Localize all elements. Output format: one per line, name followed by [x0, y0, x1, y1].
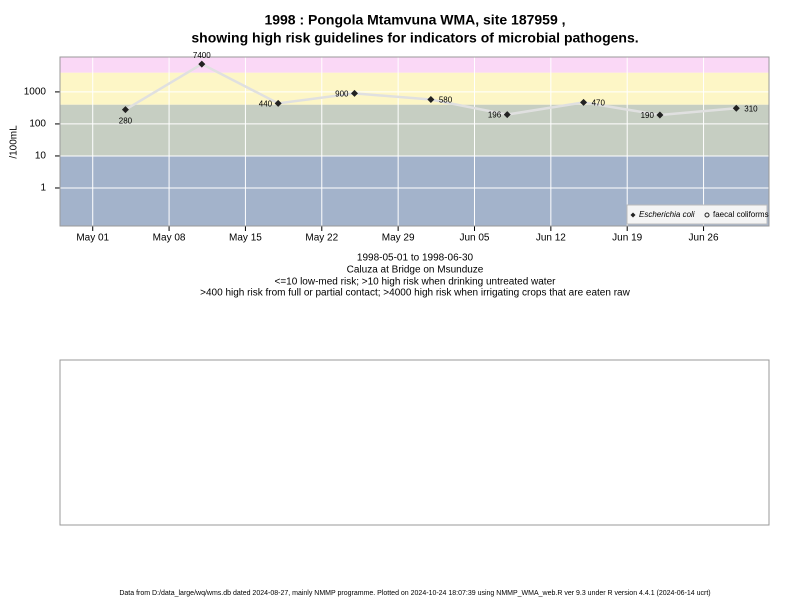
caption: >400 high risk from full or partial cont… [200, 288, 630, 299]
data-label: 440 [259, 99, 273, 108]
x-tick-label: May 01 [76, 233, 109, 244]
risk-band [60, 104, 769, 156]
legend-label: faecal coliforms [713, 210, 769, 219]
data-label: 190 [641, 111, 655, 120]
x-tick-label: May 15 [229, 233, 262, 244]
legend-entry: Escherichia coli [630, 210, 695, 219]
chart-title: 1998 : Pongola Mtamvuna WMA, site 187959… [264, 12, 565, 28]
legend-entry: faecal coliforms [704, 210, 769, 219]
data-point [121, 106, 129, 114]
data-label: 310 [744, 104, 758, 113]
x-tick-label: Jun 05 [459, 233, 489, 244]
caption: 1998-05-01 to 1998-06-30 [357, 253, 474, 264]
data-point [198, 60, 206, 68]
chart-title: showing high risk guidelines for indicat… [191, 30, 638, 46]
risk-band [60, 57, 769, 73]
x-tick-label: Jun 26 [689, 233, 719, 244]
caption: Caluza at Bridge on Msunduze [347, 265, 484, 276]
empty-panel [59, 359, 770, 526]
data-point [274, 99, 282, 107]
footer: Data from D:/data_large/wq/wms.db dated … [119, 590, 710, 597]
data-label: 900 [335, 89, 349, 98]
data-point [503, 111, 511, 119]
legend-marker [630, 212, 636, 218]
y-tick-label: 100 [29, 119, 46, 130]
data-point [427, 95, 435, 103]
x-tick-label: Jun 19 [612, 233, 642, 244]
data-label: 580 [439, 96, 453, 105]
legend-label: Escherichia coli [639, 210, 695, 219]
caption: <=10 low-med risk; >10 high risk when dr… [275, 277, 557, 288]
x-tick-label: May 29 [382, 233, 415, 244]
data-point [732, 104, 740, 112]
data-label: 280 [119, 117, 133, 126]
data-point [580, 98, 588, 106]
data-point [656, 111, 664, 119]
plot-frame [59, 56, 770, 227]
y-axis-label: /100mL [9, 125, 20, 159]
y-tick-label: 1 [40, 183, 46, 194]
data-label: 196 [488, 111, 502, 120]
x-tick-label: Jun 12 [536, 233, 566, 244]
legend-marker [704, 212, 710, 218]
risk-band [60, 72, 769, 105]
data-label: 470 [592, 99, 606, 108]
y-tick-label: 10 [35, 151, 47, 162]
x-tick-label: May 22 [305, 233, 338, 244]
y-tick-label: 1000 [24, 87, 47, 98]
legend-box [626, 204, 768, 225]
data-label: 7400 [193, 51, 211, 60]
x-tick-label: May 08 [153, 233, 186, 244]
data-point [351, 89, 359, 97]
